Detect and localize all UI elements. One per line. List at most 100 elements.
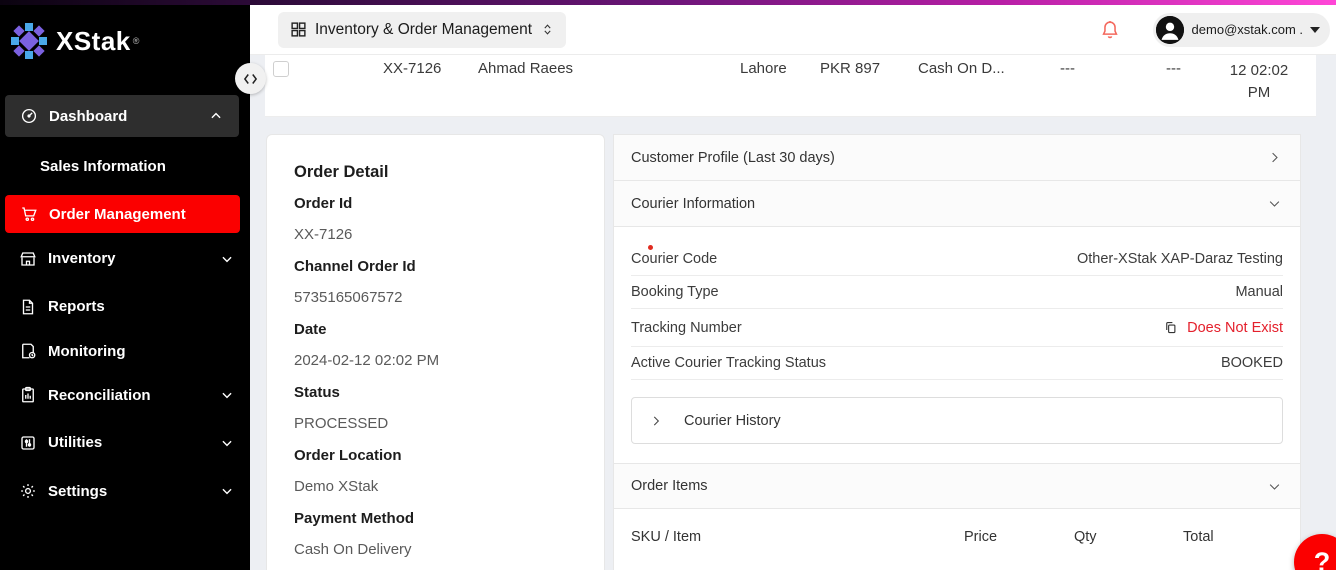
sidebar-item-label: Settings <box>48 482 108 500</box>
chevron-down-icon <box>1267 196 1282 211</box>
cell-empty-1: --- <box>1060 60 1075 77</box>
sidebar-item-sales-information[interactable]: Sales Information <box>0 150 250 183</box>
chevron-down-icon <box>220 436 234 450</box>
row-label: Tracking Number <box>631 319 742 336</box>
field-value-date: 2024-02-12 02:02 PM <box>294 352 440 369</box>
column-price: Price <box>964 529 998 545</box>
field-value-channel-order-id: 5735165067572 <box>294 289 403 306</box>
tracking-status-text: Does Not Exist <box>1187 319 1283 336</box>
field-label-order-id: Order Id <box>294 195 353 212</box>
column-qty: Qty <box>1074 529 1097 545</box>
monitoring-icon <box>19 342 37 360</box>
field-label-order-location: Order Location <box>294 447 402 464</box>
sidebar-item-label: Reconciliation <box>48 386 151 404</box>
sidebar-item-label: Monitoring <box>48 342 126 360</box>
chevron-right-icon <box>1267 150 1282 165</box>
accordion-courier-information[interactable]: Courier Information <box>614 181 1300 227</box>
row-value: Other-XStak XAP-Daraz Testing <box>1076 251 1283 267</box>
user-menu[interactable]: demo@xstak.com . <box>1152 12 1330 47</box>
field-value-status: PROCESSED <box>294 415 389 432</box>
orders-table-row[interactable]: XX-7126 Ahmad Raees Lahore PKR 897 Cash … <box>265 55 1316 117</box>
row-label: Courier Code <box>631 251 718 267</box>
column-sku-item: SKU / Item <box>631 529 702 545</box>
clipboard-icon <box>19 386 37 404</box>
apps-grid-icon <box>290 21 307 38</box>
order-detail-card: Order Detail Order Id XX-7126 Channel Or… <box>266 134 605 570</box>
sidebar-item-order-management[interactable]: Order Management <box>5 195 240 233</box>
help-button[interactable]: ? <box>1294 534 1336 570</box>
sidebar-item-utilities[interactable]: Utilities <box>0 425 250 460</box>
active-tracking-status-row: Active Courier Tracking Status BOOKED <box>631 347 1283 380</box>
cell-empty-2: --- <box>1166 60 1181 77</box>
user-email: demo@xstak.com . <box>1191 22 1303 37</box>
sidebar-item-settings[interactable]: Settings <box>0 472 250 510</box>
accordion-label: Courier Information <box>631 195 756 212</box>
field-value-payment-method: Cash On Delivery <box>294 541 412 558</box>
row-value: Manual <box>1235 284 1283 300</box>
cell-customer-name: Ahmad Raees <box>478 60 574 77</box>
brand-gradient-bar <box>0 0 1336 5</box>
row-checkbox[interactable] <box>273 61 289 77</box>
sliders-icon <box>19 434 37 452</box>
sidebar-item-label: Order Management <box>49 205 186 223</box>
chevron-down-icon <box>220 484 234 498</box>
sidebar-item-label: Reports <box>48 298 105 315</box>
sidebar-item-inventory[interactable]: Inventory <box>0 240 250 277</box>
sidebar-item-reports[interactable]: Reports <box>0 290 250 323</box>
row-label: Booking Type <box>631 284 719 300</box>
accordion-customer-profile[interactable]: Customer Profile (Last 30 days) <box>614 135 1300 181</box>
brand-name: XStak <box>56 25 131 56</box>
courier-code-row: Courier Code Other-XStak XAP-Daraz Testi… <box>631 243 1283 276</box>
sidebar-nav: Dashboard Sales Information Order Manage… <box>0 95 250 510</box>
booking-type-row: Booking Type Manual <box>631 276 1283 309</box>
brand-logo[interactable]: XStak ® <box>0 5 250 61</box>
notifications-bell-icon[interactable] <box>1099 18 1121 42</box>
chevron-down-icon <box>220 252 234 266</box>
courier-history-expander[interactable]: Courier History <box>631 397 1283 444</box>
chevron-down-icon <box>220 388 234 402</box>
field-label-status: Status <box>294 384 340 401</box>
sidebar-item-reconciliation[interactable]: Reconciliation <box>0 378 250 412</box>
field-label-date: Date <box>294 321 327 338</box>
brand-trademark: ® <box>132 36 140 46</box>
caret-down-icon <box>1310 26 1320 33</box>
sidebar: XStak ® Dashboard Sales Information <box>0 5 250 570</box>
top-header: Inventory & Order Management demo@xstak. <box>250 5 1336 55</box>
order-info-panel: Customer Profile (Last 30 days) Courier … <box>613 134 1301 570</box>
sidebar-item-label: Inventory <box>48 250 116 267</box>
xstak-logo-icon <box>11 23 47 59</box>
accordion-label: Customer Profile (Last 30 days) <box>631 149 835 166</box>
tracking-number-row: Tracking Number Does Not Exist <box>631 309 1283 347</box>
chevron-down-icon <box>1267 479 1282 494</box>
unsaved-indicator-dot <box>648 245 653 250</box>
cart-icon <box>20 205 38 223</box>
report-icon <box>19 298 37 316</box>
field-label-channel-order-id: Channel Order Id <box>294 258 416 275</box>
field-value-order-location: Demo XStak <box>294 478 379 495</box>
courier-history-label: Courier History <box>684 412 781 429</box>
sidebar-collapse-toggle[interactable] <box>235 63 266 94</box>
row-label: Active Courier Tracking Status <box>631 355 827 371</box>
accordion-label: Order Items <box>631 478 708 494</box>
speedometer-icon <box>20 107 38 125</box>
order-items-table-header: SKU / Item Price Qty Total <box>614 509 1300 569</box>
row-value: BOOKED <box>1220 355 1283 371</box>
accordion-order-items[interactable]: Order Items <box>614 463 1300 509</box>
gear-icon <box>19 482 37 500</box>
time-line-1: 12 02:02 <box>1229 62 1289 79</box>
order-detail-title: Order Detail <box>294 163 389 181</box>
courier-information-content: Courier Code Other-XStak XAP-Daraz Testi… <box>614 227 1300 444</box>
field-label-payment-method: Payment Method <box>294 510 415 527</box>
column-total: Total <box>1183 529 1214 545</box>
workspace-switcher-button[interactable]: Inventory & Order Management <box>278 11 567 48</box>
cell-order-time: 12 02:02 PM <box>1228 60 1290 104</box>
sidebar-item-dashboard[interactable]: Dashboard <box>5 95 239 137</box>
copy-icon[interactable] <box>1163 320 1178 335</box>
store-icon <box>19 250 37 268</box>
chevron-right-icon <box>649 414 663 428</box>
sidebar-item-monitoring[interactable]: Monitoring <box>0 335 250 367</box>
main-content: XX-7126 Ahmad Raees Lahore PKR 897 Cash … <box>250 55 1336 570</box>
field-value-order-id: XX-7126 <box>294 226 353 243</box>
sidebar-item-label: Dashboard <box>49 107 128 125</box>
